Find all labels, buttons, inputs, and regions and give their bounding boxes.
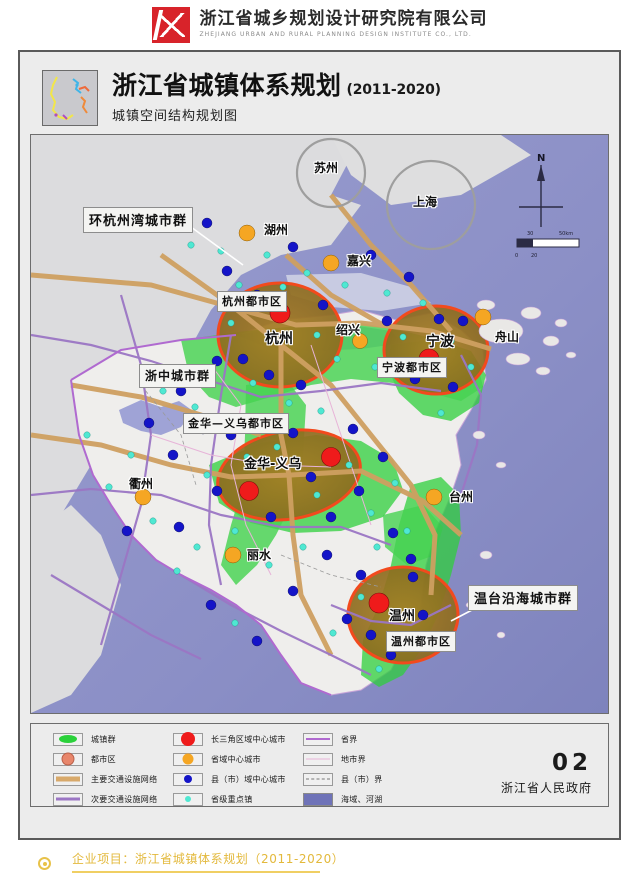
- legend-column-2: 长三角区域中心城市 省域中心城市 县（市）域中心城市 省级重点镇: [173, 732, 303, 806]
- legend-label: 长三角区域中心城市: [211, 734, 286, 744]
- legend-column-1: 城镇群 都市区 主要交通设施网络 次要交通设施网络: [53, 732, 173, 806]
- legend-label: 海域、河湖: [341, 794, 383, 804]
- legend-swatch-minor-transport-icon: [53, 792, 83, 806]
- legend-label: 省级重点镇: [211, 794, 253, 804]
- legend-label: 次要交通设施网络: [91, 794, 158, 804]
- svg-text:50km: 50km: [559, 231, 573, 237]
- callout-hangzhou-metro: 杭州都市区: [217, 291, 287, 312]
- legend-item-province-boundary: 省界: [303, 732, 413, 746]
- legend-label: 省界: [341, 734, 358, 744]
- legend-item-key-town: 省级重点镇: [173, 792, 303, 806]
- legend-swatch-water-icon: [303, 792, 333, 806]
- callout-wenzhou-metro: 温州都市区: [386, 631, 456, 652]
- company-text: 浙江省城乡规划设计研究院有限公司 ZHEJIANG URBAN AND RURA…: [200, 11, 488, 38]
- footer-caption: 企业项目：浙江省城镇体系规划（2011-2020）: [72, 852, 345, 866]
- footer-underline: [72, 871, 320, 873]
- legend-swatch-major-transport-icon: [53, 772, 83, 786]
- legend-label: 主要交通设施网络: [91, 774, 158, 784]
- company-name-en: ZHEJIANG URBAN AND RURAL PLANNING DESIGN…: [199, 31, 472, 39]
- callout-zhezhong: 浙中城市群: [139, 364, 217, 388]
- title-texts: 浙江省城镇体系规划 (2011-2020) 城镇空间结构规划图: [112, 72, 441, 124]
- legend-swatch-county-center-icon: [173, 772, 203, 786]
- page-number: 02: [551, 750, 592, 776]
- legend-swatch-metro-area-icon: [53, 752, 83, 766]
- callout-ningbo-metro: 宁波都市区: [377, 357, 447, 378]
- legend-label: 县（市）界: [341, 774, 383, 784]
- legend-label: 县（市）域中心城市: [211, 774, 286, 784]
- legend-item-county-boundary: 县（市）界: [303, 772, 413, 786]
- legend-item-provincial-center-city: 省域中心城市: [173, 752, 303, 766]
- page-subtitle: 城镇空间结构规划图: [112, 108, 239, 124]
- gov-block: 02 浙江省人民政府: [501, 752, 592, 796]
- legend-column-3: 省界 地市界 县（市）界 海域、河湖: [303, 732, 413, 806]
- legend-item-delta-center-city: 长三角区域中心城市: [173, 732, 303, 746]
- map-canvas[interactable]: N 0 20 30 50km: [30, 134, 609, 714]
- gov-name: 浙江省人民政府: [500, 781, 592, 795]
- footer: 企业项目：浙江省城镇体系规划（2011-2020）: [0, 840, 639, 884]
- legend-label: 城镇群: [91, 734, 116, 744]
- legend-swatch-county-boundary-icon: [303, 772, 333, 786]
- legend-item-county-center-city: 县（市）域中心城市: [173, 772, 303, 786]
- company-logo-icon: [151, 7, 190, 43]
- svg-text:N: N: [537, 153, 545, 164]
- footer-bullet-icon: [38, 857, 51, 870]
- title-block: 浙江省城镇体系规划 (2011-2020) 城镇空间结构规划图: [30, 62, 609, 134]
- legend-swatch-urban-cluster-icon: [53, 732, 83, 746]
- legend-item-water: 海域、河湖: [303, 792, 413, 806]
- legend-swatch-province-boundary-icon: [303, 732, 333, 746]
- legend-item-urban-cluster: 城镇群: [53, 732, 173, 746]
- title-years: (2011-2020): [346, 82, 442, 99]
- callout-wentai-coastal: 温台沿海城市群: [468, 585, 579, 611]
- legend-label: 省域中心城市: [211, 754, 261, 764]
- legend-swatch-key-town-icon: [173, 792, 203, 806]
- legend-item-major-transport: 主要交通设施网络: [53, 772, 173, 786]
- map-legend: 城镇群 都市区 主要交通设施网络 次要交通设施网络 长三角: [30, 723, 609, 807]
- legend-label: 都市区: [91, 754, 116, 764]
- legend-item-minor-transport: 次要交通设施网络: [53, 792, 173, 806]
- svg-text:20: 20: [531, 253, 537, 259]
- legend-swatch-delta-center-icon: [173, 732, 203, 746]
- poster-frame: 浙江省城镇体系规划 (2011-2020) 城镇空间结构规划图: [18, 50, 621, 840]
- svg-text:0: 0: [515, 253, 518, 259]
- province-thumbnail-icon: [42, 70, 98, 126]
- legend-swatch-prefecture-boundary-icon: [303, 752, 333, 766]
- legend-label: 地市界: [341, 754, 366, 764]
- legend-swatch-provincial-center-icon: [173, 752, 203, 766]
- company-header: 浙江省城乡规划设计研究院有限公司 ZHEJIANG URBAN AND RURA…: [0, 0, 639, 50]
- svg-text:30: 30: [527, 231, 533, 237]
- callout-jinhua-yiwu-metro: 金华—义乌都市区: [183, 413, 289, 434]
- company-name-cn: 浙江省城乡规划设计研究院有限公司: [199, 9, 488, 30]
- page-title: 浙江省城镇体系规划: [112, 71, 342, 101]
- callout-huanhangzhouwan: 环杭州湾城市群: [83, 207, 194, 233]
- legend-item-prefecture-boundary: 地市界: [303, 752, 413, 766]
- legend-item-metro-area: 都市区: [53, 752, 173, 766]
